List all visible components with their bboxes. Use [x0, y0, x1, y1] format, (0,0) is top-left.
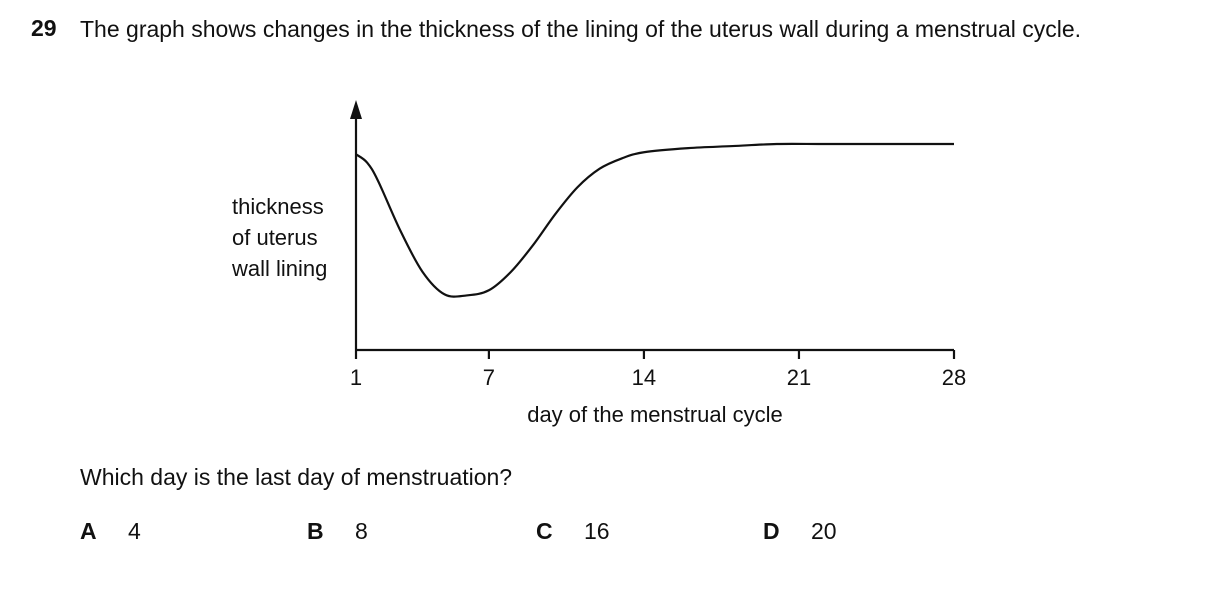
y-axis-label: thickness of uterus wall lining	[232, 191, 327, 284]
option-value: 4	[128, 518, 141, 544]
option-letter: B	[307, 518, 324, 544]
option-value: 20	[811, 518, 837, 544]
question-text: The graph shows changes in the thickness…	[80, 16, 1082, 42]
x-tick-label: 14	[631, 365, 657, 390]
x-tick-label: 28	[941, 365, 967, 390]
x-tick-label: 1	[349, 365, 363, 390]
x-tick-label: 7	[482, 365, 495, 390]
option-letter: C	[536, 518, 553, 544]
x-axis-label: day of the menstrual cycle	[527, 402, 783, 427]
option-c[interactable]: C 16	[536, 518, 610, 545]
y-axis-label-line: thickness	[232, 194, 324, 219]
question-prompt: Which day is the last day of menstruatio…	[80, 464, 513, 490]
option-d[interactable]: D 20	[763, 518, 837, 545]
option-letter: A	[80, 518, 97, 544]
x-tick-label: 21	[786, 365, 812, 390]
graph-axes	[350, 100, 956, 359]
option-letter: D	[763, 518, 780, 544]
thickness-curve	[355, 142, 954, 298]
option-value: 16	[584, 518, 610, 544]
y-axis-arrow-icon	[350, 100, 362, 119]
question-number: 29	[31, 15, 57, 41]
option-value: 8	[355, 518, 368, 544]
y-axis-label-line: wall lining	[232, 256, 328, 281]
y-axis-label-line: of uterus	[232, 225, 318, 250]
